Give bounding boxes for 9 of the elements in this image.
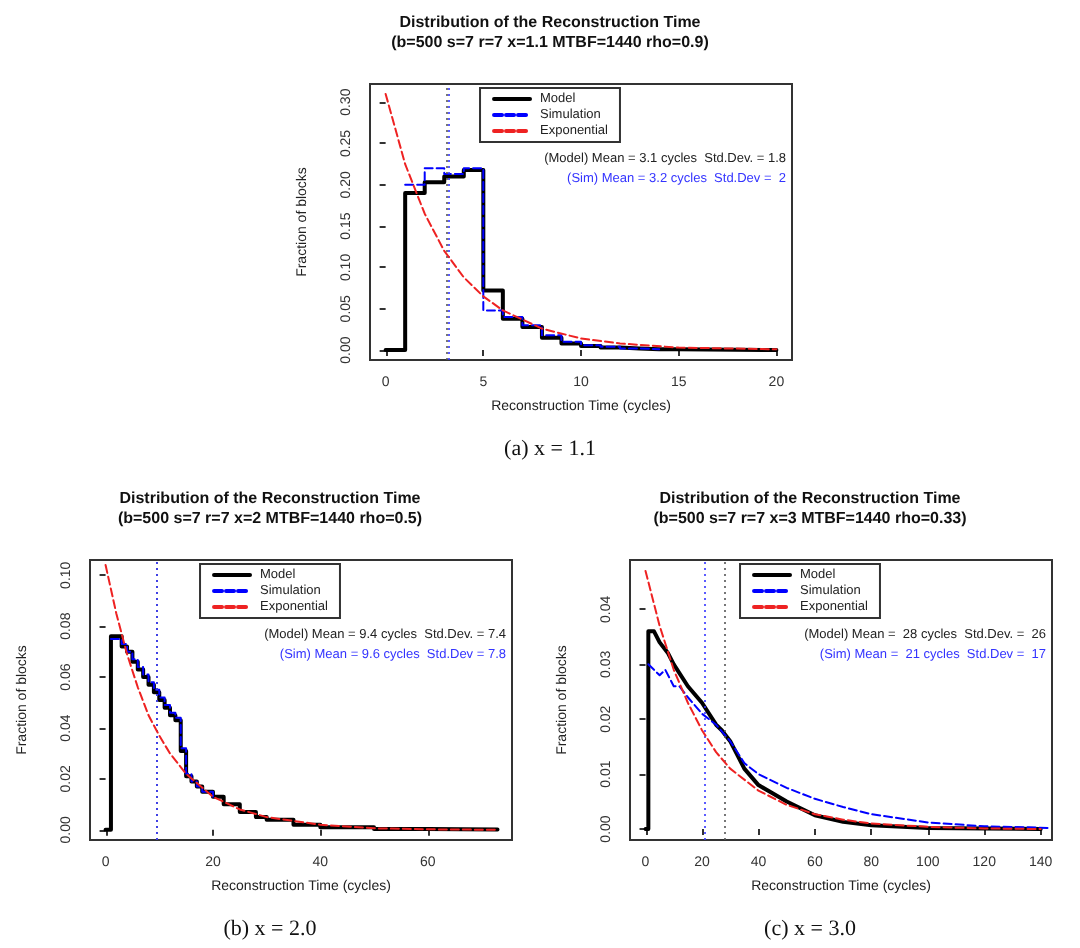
chart-title: Distribution of the Reconstruction Time (119, 489, 422, 507)
chart-title: Distribution of the Reconstruction Time (399, 13, 702, 31)
text: (b) x = 2.0 (223, 917, 318, 941)
text: (a) x = 1.1 (504, 437, 596, 461)
text: (c) x = 3.0 (764, 917, 857, 941)
chart-subtitle: (b=500 s=7 r=7 x=3 MTBF=1440 rho=0.33) (653, 509, 968, 527)
chart-subtitle: (b=500 s=7 r=7 x=1.1 MTBF=1440 rho=0.9) (391, 33, 710, 51)
chart-subtitle: (b=500 s=7 r=7 x=2 MTBF=1440 rho=0.5) (117, 509, 423, 527)
chart-title: Distribution of the Reconstruction Time (659, 489, 962, 507)
